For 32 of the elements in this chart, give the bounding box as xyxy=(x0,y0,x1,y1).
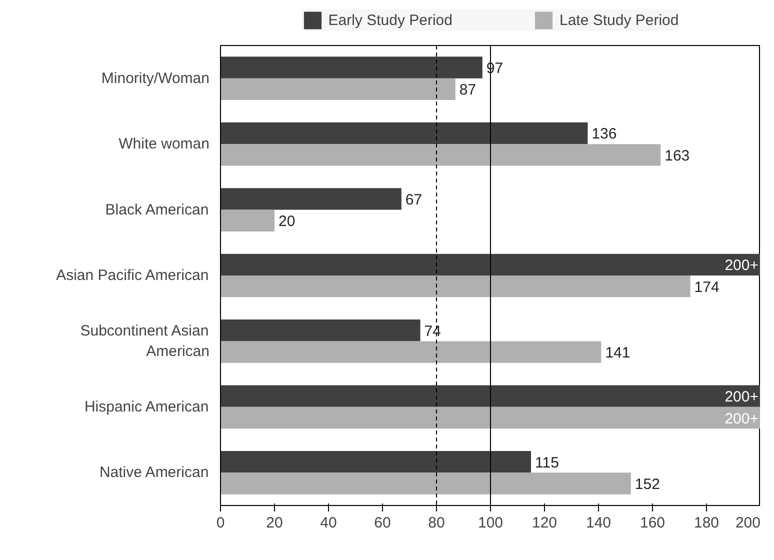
y-tick-label: Native American xyxy=(99,464,209,482)
x-tick-label: 160 xyxy=(640,514,666,532)
data-label: 174 xyxy=(694,278,720,296)
y-tick-label: White woman xyxy=(118,136,210,153)
x-tick-label: 20 xyxy=(266,514,283,532)
data-label: 163 xyxy=(664,147,690,164)
data-label: 20 xyxy=(278,213,296,230)
data-label: 67 xyxy=(405,191,422,208)
y-tick-label: Minority/Woman xyxy=(101,70,210,87)
data-label: 200+ xyxy=(724,410,759,428)
x-tick-label: 0 xyxy=(216,514,225,532)
y-tick-label: Asian Pacific American xyxy=(56,267,209,284)
y-tick-label: Subcontinent Asian American xyxy=(80,322,210,360)
x-tick-label: 200 xyxy=(735,514,761,532)
x-tick-label: 100 xyxy=(478,514,504,532)
x-tick-label: 40 xyxy=(320,514,337,532)
data-label: 152 xyxy=(634,476,660,493)
data-label: 87 xyxy=(459,82,476,99)
x-tick-label: 80 xyxy=(428,514,445,532)
x-tick-label: 140 xyxy=(586,514,612,532)
data-label: 200+ xyxy=(724,257,759,274)
x-tick-label: 180 xyxy=(694,514,720,532)
data-label: 136 xyxy=(592,126,617,143)
y-tick-label: Hispanic American xyxy=(84,398,209,416)
x-tick-label: 120 xyxy=(532,514,558,532)
data-label: 200+ xyxy=(724,388,759,406)
legend-label: Late Study Period xyxy=(559,12,679,28)
legend-label: Early Study Period xyxy=(328,12,452,28)
data-label: 141 xyxy=(605,344,630,362)
data-label: 115 xyxy=(535,454,559,472)
x-tick-label: 60 xyxy=(374,514,391,532)
y-tick-label: Black American xyxy=(105,201,209,218)
